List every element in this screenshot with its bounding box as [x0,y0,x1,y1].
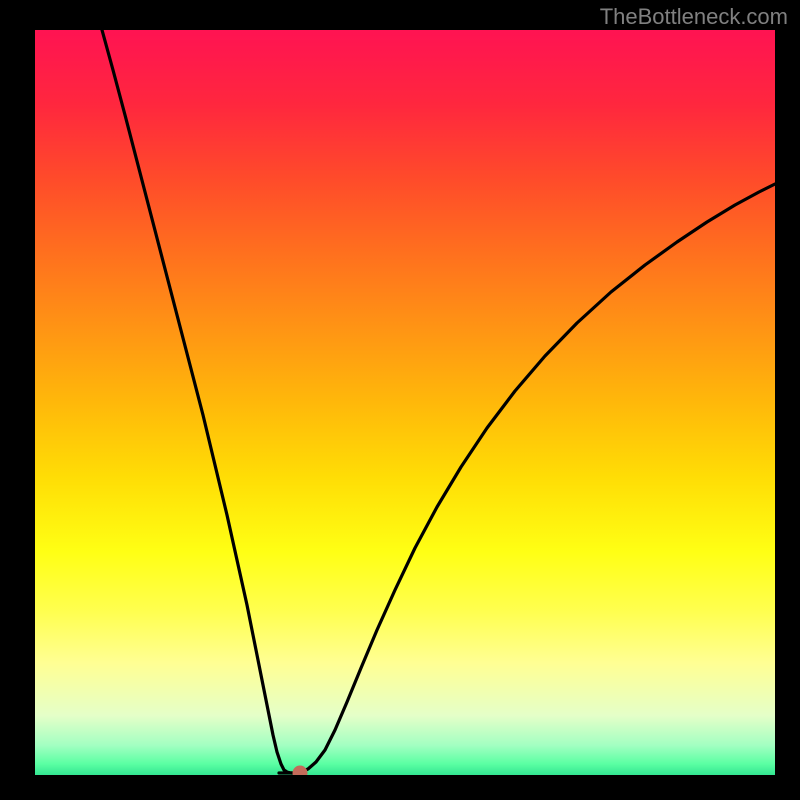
watermark-text: TheBottleneck.com [600,4,788,30]
minimum-marker-dot [293,766,307,775]
gradient-background [35,30,775,775]
chart-svg [35,30,775,775]
chart-plot-area [35,30,775,775]
